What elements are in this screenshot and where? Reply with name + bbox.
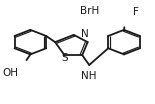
Text: S: S bbox=[61, 53, 68, 63]
Text: F: F bbox=[133, 7, 139, 17]
Text: BrH: BrH bbox=[80, 6, 99, 16]
Text: NH: NH bbox=[82, 71, 97, 81]
Text: N: N bbox=[81, 29, 89, 39]
Text: OH: OH bbox=[2, 68, 18, 78]
